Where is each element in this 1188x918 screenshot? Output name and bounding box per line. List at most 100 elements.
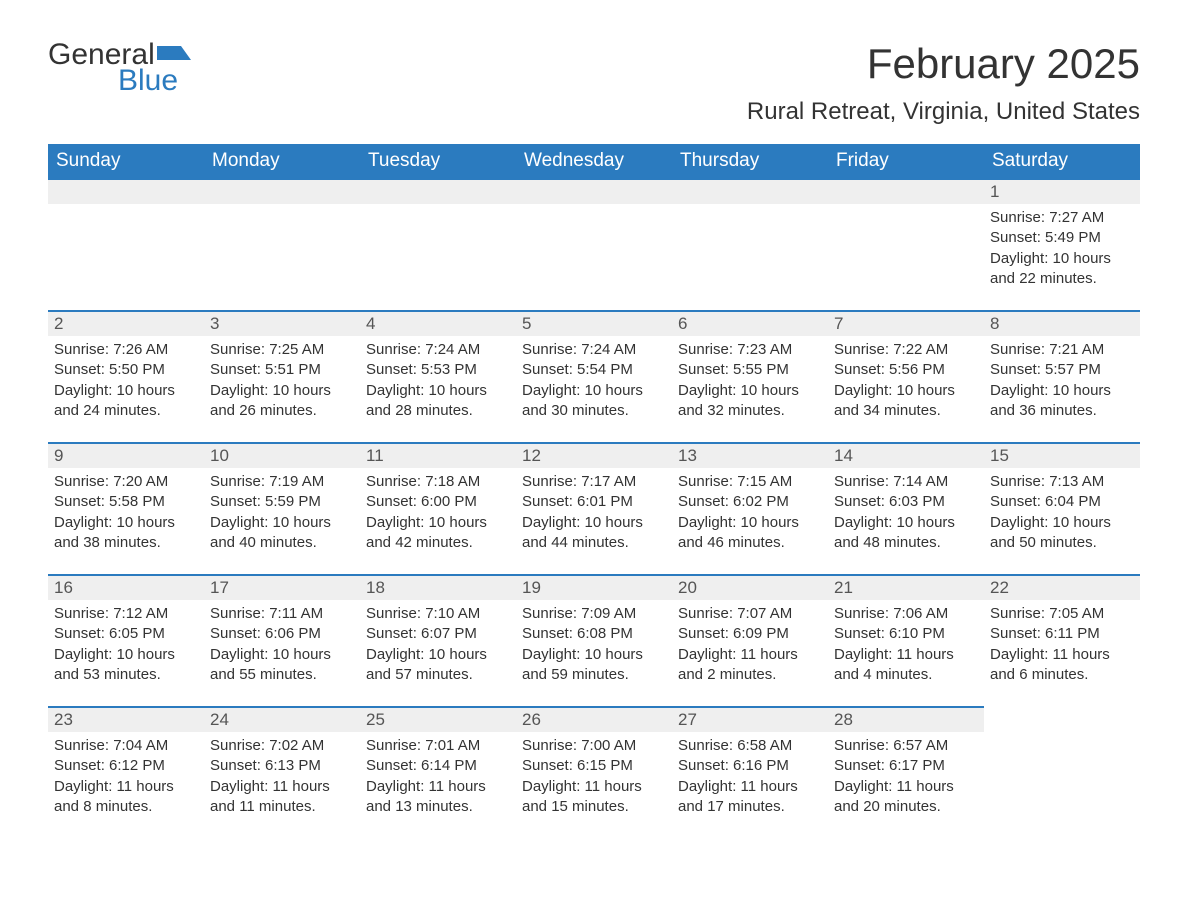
sunrise-text: Sunrise: 7:24 AM [366,340,510,360]
day-number: 20 [672,574,828,600]
day-header: Friday [828,144,984,178]
day-body: Sunrise: 7:27 AMSunset: 5:49 PMDaylight:… [984,204,1140,295]
sunrise-text: Sunrise: 7:17 AM [522,472,666,492]
day-body: Sunrise: 7:24 AMSunset: 5:53 PMDaylight:… [360,336,516,427]
logo-word2: Blue [118,66,191,96]
sunset-text: Sunset: 5:58 PM [54,492,198,512]
day-body: Sunrise: 7:09 AMSunset: 6:08 PMDaylight:… [516,600,672,691]
day-number: 17 [204,574,360,600]
day-cell: 8Sunrise: 7:21 AMSunset: 5:57 PMDaylight… [984,310,1140,442]
day-cell: 4Sunrise: 7:24 AMSunset: 5:53 PMDaylight… [360,310,516,442]
day-body: Sunrise: 7:26 AMSunset: 5:50 PMDaylight:… [48,336,204,427]
sunset-text: Sunset: 5:49 PM [990,228,1134,248]
day-cell: 25Sunrise: 7:01 AMSunset: 6:14 PMDayligh… [360,706,516,838]
day-number: 27 [672,706,828,732]
sunset-text: Sunset: 6:03 PM [834,492,978,512]
day-body: Sunrise: 7:11 AMSunset: 6:06 PMDaylight:… [204,600,360,691]
day-cell: 16Sunrise: 7:12 AMSunset: 6:05 PMDayligh… [48,574,204,706]
sunrise-text: Sunrise: 6:58 AM [678,736,822,756]
sunset-text: Sunset: 5:56 PM [834,360,978,380]
day-body: Sunrise: 7:17 AMSunset: 6:01 PMDaylight:… [516,468,672,559]
day-number: 4 [360,310,516,336]
day-number: 6 [672,310,828,336]
week-row: 16Sunrise: 7:12 AMSunset: 6:05 PMDayligh… [48,574,1140,706]
day-cell: 10Sunrise: 7:19 AMSunset: 5:59 PMDayligh… [204,442,360,574]
sunrise-text: Sunrise: 7:04 AM [54,736,198,756]
sunset-text: Sunset: 6:11 PM [990,624,1134,644]
day-body: Sunrise: 7:07 AMSunset: 6:09 PMDaylight:… [672,600,828,691]
sunset-text: Sunset: 6:10 PM [834,624,978,644]
day-body: Sunrise: 7:25 AMSunset: 5:51 PMDaylight:… [204,336,360,427]
sunset-text: Sunset: 5:50 PM [54,360,198,380]
daylight-text: Daylight: 10 hours and 57 minutes. [366,645,510,686]
daylight-text: Daylight: 10 hours and 53 minutes. [54,645,198,686]
sunset-text: Sunset: 5:51 PM [210,360,354,380]
empty-day-bar [204,178,360,204]
day-body: Sunrise: 7:14 AMSunset: 6:03 PMDaylight:… [828,468,984,559]
day-number: 24 [204,706,360,732]
daylight-text: Daylight: 11 hours and 6 minutes. [990,645,1134,686]
sunset-text: Sunset: 6:16 PM [678,756,822,776]
day-cell: 23Sunrise: 7:04 AMSunset: 6:12 PMDayligh… [48,706,204,838]
day-cell: 22Sunrise: 7:05 AMSunset: 6:11 PMDayligh… [984,574,1140,706]
day-body: Sunrise: 7:15 AMSunset: 6:02 PMDaylight:… [672,468,828,559]
week-row: 23Sunrise: 7:04 AMSunset: 6:12 PMDayligh… [48,706,1140,838]
day-cell: 1Sunrise: 7:27 AMSunset: 5:49 PMDaylight… [984,178,1140,310]
sunrise-text: Sunrise: 7:14 AM [834,472,978,492]
empty-cell [984,706,1140,838]
day-body: Sunrise: 7:05 AMSunset: 6:11 PMDaylight:… [984,600,1140,691]
calendar-table: SundayMondayTuesdayWednesdayThursdayFrid… [48,144,1140,838]
sunrise-text: Sunrise: 7:07 AM [678,604,822,624]
day-number: 16 [48,574,204,600]
daylight-text: Daylight: 10 hours and 55 minutes. [210,645,354,686]
empty-cell [48,178,204,310]
empty-cell [516,178,672,310]
day-body: Sunrise: 7:20 AMSunset: 5:58 PMDaylight:… [48,468,204,559]
sunset-text: Sunset: 6:05 PM [54,624,198,644]
sunset-text: Sunset: 6:04 PM [990,492,1134,512]
daylight-text: Daylight: 10 hours and 32 minutes. [678,381,822,422]
day-number: 13 [672,442,828,468]
day-number: 10 [204,442,360,468]
day-body: Sunrise: 7:22 AMSunset: 5:56 PMDaylight:… [828,336,984,427]
sunset-text: Sunset: 6:17 PM [834,756,978,776]
week-row: 1Sunrise: 7:27 AMSunset: 5:49 PMDaylight… [48,178,1140,310]
daylight-text: Daylight: 11 hours and 2 minutes. [678,645,822,686]
day-cell: 28Sunrise: 6:57 AMSunset: 6:17 PMDayligh… [828,706,984,838]
empty-cell [360,178,516,310]
day-cell: 14Sunrise: 7:14 AMSunset: 6:03 PMDayligh… [828,442,984,574]
day-number: 11 [360,442,516,468]
empty-cell [204,178,360,310]
daylight-text: Daylight: 10 hours and 38 minutes. [54,513,198,554]
day-cell: 19Sunrise: 7:09 AMSunset: 6:08 PMDayligh… [516,574,672,706]
daylight-text: Daylight: 10 hours and 22 minutes. [990,249,1134,290]
sunset-text: Sunset: 6:14 PM [366,756,510,776]
daylight-text: Daylight: 11 hours and 4 minutes. [834,645,978,686]
daylight-text: Daylight: 10 hours and 30 minutes. [522,381,666,422]
page-header: General Blue February 2025 Rural Retreat… [48,40,1140,126]
daylight-text: Daylight: 10 hours and 40 minutes. [210,513,354,554]
logo: General Blue [48,40,191,96]
day-cell: 3Sunrise: 7:25 AMSunset: 5:51 PMDaylight… [204,310,360,442]
day-body: Sunrise: 7:00 AMSunset: 6:15 PMDaylight:… [516,732,672,823]
day-body: Sunrise: 7:19 AMSunset: 5:59 PMDaylight:… [204,468,360,559]
day-cell: 7Sunrise: 7:22 AMSunset: 5:56 PMDaylight… [828,310,984,442]
day-cell: 18Sunrise: 7:10 AMSunset: 6:07 PMDayligh… [360,574,516,706]
day-cell: 15Sunrise: 7:13 AMSunset: 6:04 PMDayligh… [984,442,1140,574]
sunrise-text: Sunrise: 7:26 AM [54,340,198,360]
day-body: Sunrise: 7:01 AMSunset: 6:14 PMDaylight:… [360,732,516,823]
daylight-text: Daylight: 10 hours and 59 minutes. [522,645,666,686]
sunset-text: Sunset: 5:54 PM [522,360,666,380]
sunrise-text: Sunrise: 7:00 AM [522,736,666,756]
daylight-text: Daylight: 10 hours and 48 minutes. [834,513,978,554]
empty-cell [672,178,828,310]
sunrise-text: Sunrise: 7:27 AM [990,208,1134,228]
daylight-text: Daylight: 11 hours and 13 minutes. [366,777,510,818]
sunrise-text: Sunrise: 7:21 AM [990,340,1134,360]
sunset-text: Sunset: 5:57 PM [990,360,1134,380]
day-body: Sunrise: 6:57 AMSunset: 6:17 PMDaylight:… [828,732,984,823]
day-body: Sunrise: 7:18 AMSunset: 6:00 PMDaylight:… [360,468,516,559]
sunrise-text: Sunrise: 7:05 AM [990,604,1134,624]
sunrise-text: Sunrise: 7:11 AM [210,604,354,624]
day-header-row: SundayMondayTuesdayWednesdayThursdayFrid… [48,144,1140,178]
